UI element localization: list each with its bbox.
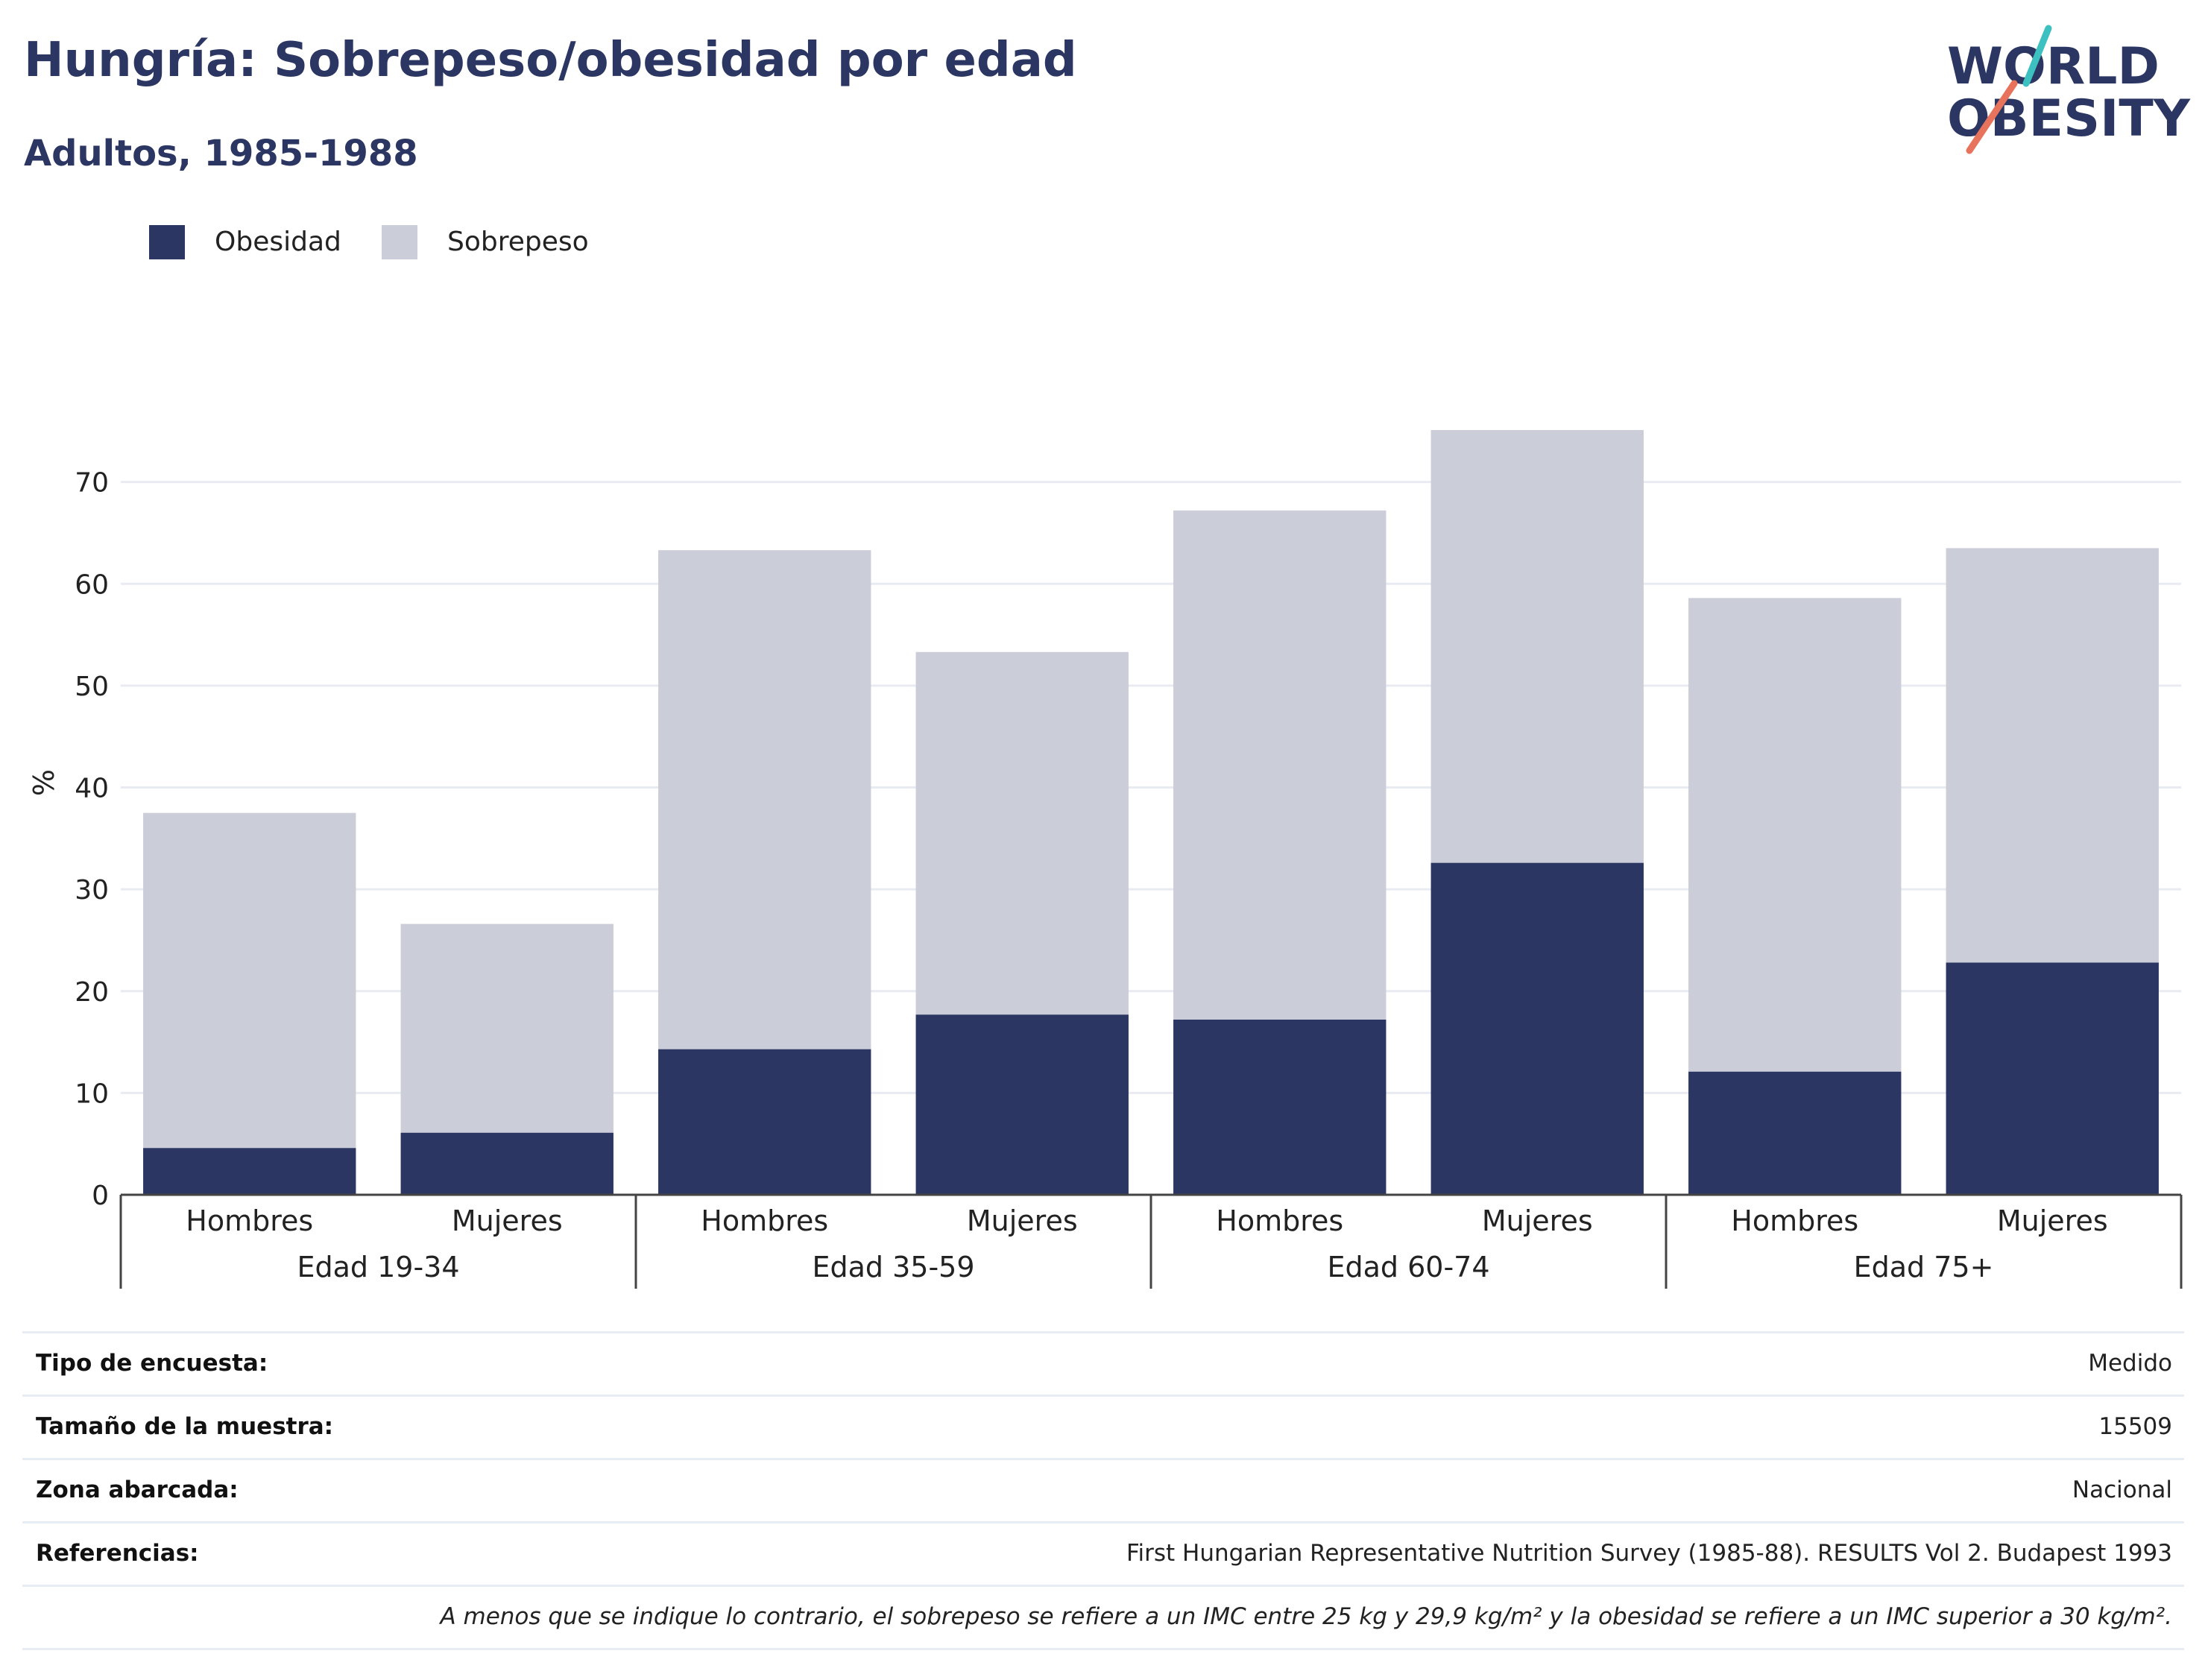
bar-obesidad xyxy=(400,1132,613,1195)
info-label: Tipo de encuesta: xyxy=(36,1350,268,1377)
bar-obesidad xyxy=(1430,862,1644,1195)
x-category-label: Mujeres xyxy=(967,1204,1078,1237)
bar-obesidad xyxy=(1688,1071,1902,1195)
y-tick-label: 70 xyxy=(75,468,109,499)
y-tick-label: 20 xyxy=(75,977,109,1008)
bar-obesidad xyxy=(1173,1020,1387,1195)
bar-sobrepeso xyxy=(1430,429,1644,863)
x-group-label: Edad 35-59 xyxy=(812,1251,974,1283)
y-tick-label: 60 xyxy=(75,569,109,600)
legend-swatch-obesidad xyxy=(149,225,185,259)
logo-slash-coral xyxy=(1966,80,2018,154)
bar-obesidad xyxy=(1946,962,2159,1195)
info-row-referencias: Referencias: First Hungarian Representat… xyxy=(22,1521,2184,1585)
x-category-label: Hombres xyxy=(701,1204,828,1237)
info-value-reference-link[interactable]: First Hungarian Representative Nutrition… xyxy=(1126,1540,2172,1567)
info-value: Nacional xyxy=(2072,1477,2172,1503)
logo-slash-teal xyxy=(2022,25,2052,87)
bar-obesidad xyxy=(143,1148,356,1195)
x-category-label: Mujeres xyxy=(452,1204,563,1237)
bars xyxy=(143,429,2159,1195)
x-group-label: Edad 60-74 xyxy=(1327,1251,1489,1283)
bar-sobrepeso xyxy=(1946,548,2159,963)
survey-info-table: Tipo de encuesta: Medido Tamaño de la mu… xyxy=(22,1331,2184,1650)
y-tick-label: 30 xyxy=(75,875,109,906)
legend-swatch-sobrepeso xyxy=(382,225,417,259)
y-tick-label: 0 xyxy=(92,1181,109,1211)
info-row-tamano-muestra: Tamaño de la muestra: 15509 xyxy=(22,1395,2184,1458)
x-category-label: Mujeres xyxy=(1997,1204,2108,1237)
logo-line1: WORLD xyxy=(1947,37,2160,96)
x-category-label: Mujeres xyxy=(1482,1204,1593,1237)
stacked-bar-chart: 0 10 20 30 40 50 60 70 Hombres Mujeres Hombres Muje… xyxy=(28,429,2183,1289)
chart-title: Hungría: Sobrepeso/obesidad por edad xyxy=(24,33,1077,88)
logo-line2: OBESITY xyxy=(1947,89,2191,148)
info-row-tipo-encuesta: Tipo de encuesta: Medido xyxy=(22,1331,2184,1395)
y-tick-label: 40 xyxy=(75,774,109,804)
legend-label-obesidad: Obesidad xyxy=(215,227,341,257)
y-tick-label: 50 xyxy=(75,672,109,702)
info-row-zona-abarcada: Zona abarcada: Nacional xyxy=(22,1458,2184,1521)
x-category-label: Hombres xyxy=(1216,1204,1343,1237)
axes: 0 10 20 30 40 50 60 70 Hombres Mujeres Hombres Muje… xyxy=(75,468,2183,1289)
x-category-label: Hombres xyxy=(186,1204,313,1237)
bmi-definition-note: A menos que se indique lo contrario, el … xyxy=(440,1603,2172,1630)
x-group-label: Edad 75+ xyxy=(1854,1251,1994,1283)
info-label: Referencias: xyxy=(36,1540,199,1567)
info-value: 15509 xyxy=(2098,1413,2172,1440)
bar-sobrepeso xyxy=(1173,510,1387,1020)
bar-sobrepeso xyxy=(658,550,871,1049)
info-note-row: A menos que se indique lo contrario, el … xyxy=(22,1585,2184,1650)
info-label: Zona abarcada: xyxy=(36,1477,239,1503)
bar-obesidad xyxy=(658,1049,871,1195)
info-value: Medido xyxy=(2088,1350,2172,1377)
y-axis-label: % xyxy=(28,769,60,796)
y-tick-label: 10 xyxy=(75,1079,109,1109)
info-label: Tamaño de la muestra: xyxy=(36,1413,334,1440)
chart-subtitle: Adultos, 1985-1988 xyxy=(24,133,418,174)
bar-obesidad xyxy=(915,1014,1129,1195)
bar-sobrepeso xyxy=(1688,598,1902,1072)
x-group-label: Edad 19-34 xyxy=(297,1251,459,1283)
world-obesity-logo: WORLD OBESITY xyxy=(1947,25,2191,154)
legend-label-sobrepeso: Sobrepeso xyxy=(447,227,589,257)
bar-sobrepeso xyxy=(400,923,613,1133)
bar-sobrepeso xyxy=(915,651,1129,1015)
bar-sobrepeso xyxy=(143,812,356,1149)
x-category-label: Hombres xyxy=(1731,1204,1858,1237)
